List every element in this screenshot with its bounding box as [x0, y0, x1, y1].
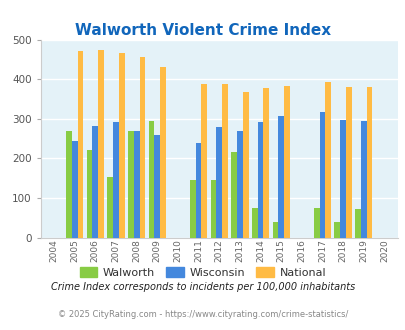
Bar: [98, 50, 104, 238]
Bar: [277, 116, 284, 238]
Bar: [77, 51, 83, 238]
Bar: [139, 57, 145, 238]
Bar: [339, 119, 345, 238]
Text: Walworth Violent Crime Index: Walworth Violent Crime Index: [75, 23, 330, 38]
Bar: [210, 180, 216, 238]
Bar: [92, 125, 98, 238]
Bar: [195, 143, 201, 238]
Bar: [66, 131, 72, 238]
Bar: [237, 131, 242, 238]
Bar: [242, 92, 248, 238]
Bar: [272, 222, 277, 238]
Bar: [113, 122, 119, 238]
Bar: [257, 122, 263, 238]
Bar: [284, 86, 289, 238]
Bar: [201, 84, 207, 238]
Bar: [366, 87, 371, 238]
Bar: [324, 82, 330, 238]
Bar: [128, 131, 133, 238]
Bar: [154, 135, 160, 238]
Bar: [334, 222, 339, 238]
Bar: [263, 88, 269, 238]
Text: Crime Index corresponds to incidents per 100,000 inhabitants: Crime Index corresponds to incidents per…: [51, 282, 354, 292]
Bar: [360, 121, 366, 238]
Text: © 2025 CityRating.com - https://www.cityrating.com/crime-statistics/: © 2025 CityRating.com - https://www.city…: [58, 310, 347, 319]
Bar: [190, 180, 195, 238]
Bar: [160, 67, 166, 238]
Bar: [231, 152, 237, 238]
Bar: [86, 150, 92, 238]
Bar: [216, 127, 222, 238]
Bar: [345, 87, 351, 238]
Bar: [222, 84, 227, 238]
Bar: [354, 209, 360, 238]
Bar: [72, 141, 77, 238]
Bar: [319, 112, 324, 238]
Legend: Walworth, Wisconsin, National: Walworth, Wisconsin, National: [75, 263, 330, 282]
Bar: [251, 208, 257, 238]
Bar: [313, 208, 319, 238]
Bar: [133, 131, 139, 238]
Bar: [148, 121, 154, 238]
Bar: [107, 178, 113, 238]
Bar: [119, 53, 124, 238]
